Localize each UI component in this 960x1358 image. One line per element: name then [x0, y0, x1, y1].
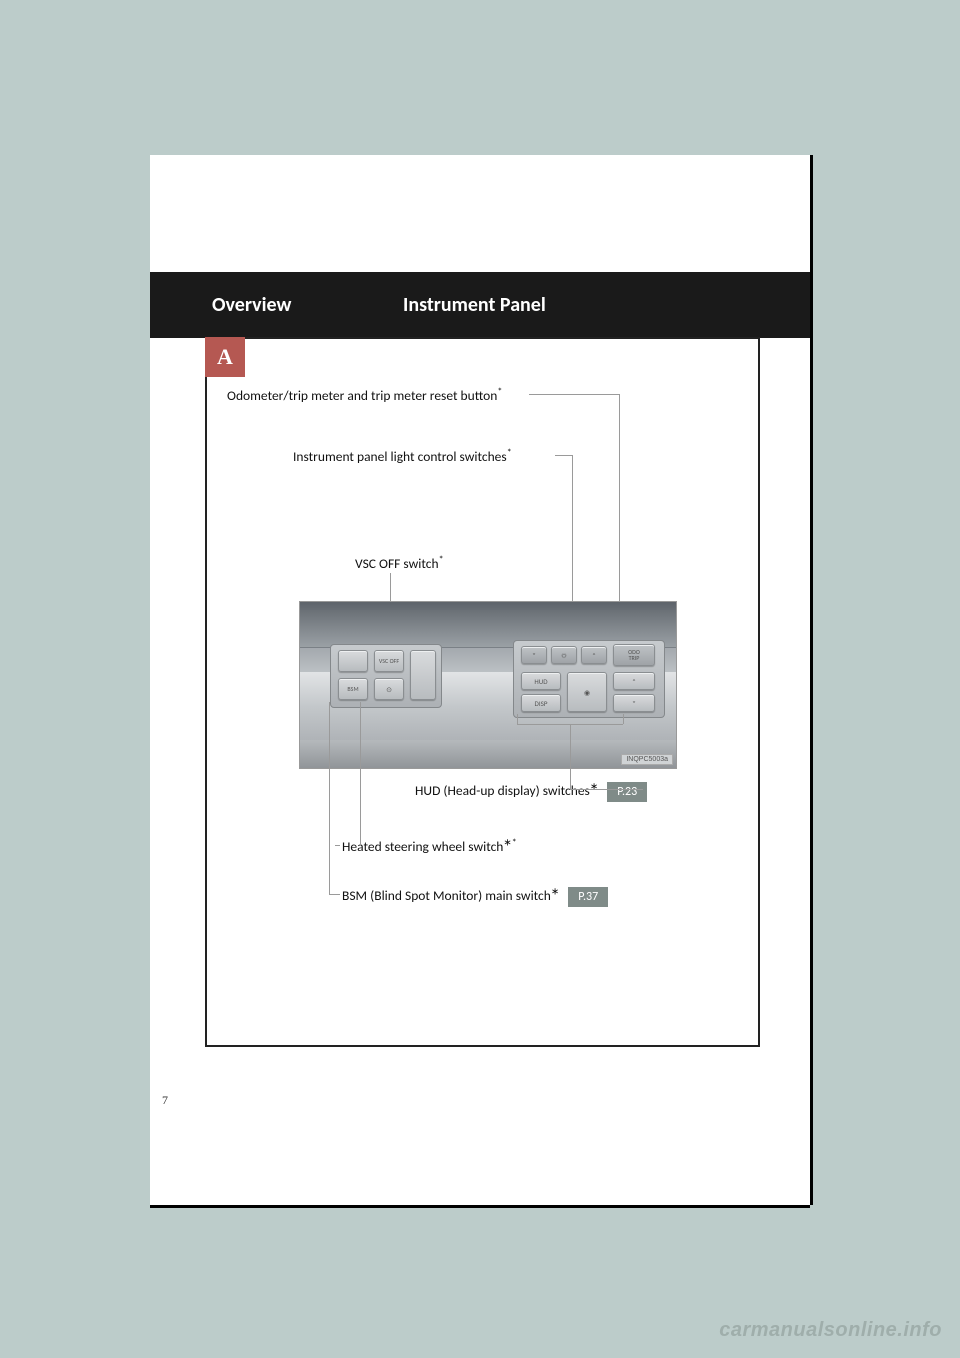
nav-pad: ◉ — [567, 672, 607, 712]
hud-down-switch: ˅ — [613, 694, 655, 712]
page-number: 7 — [162, 1093, 168, 1108]
image-code: INQPC5003a — [621, 754, 673, 765]
brightness-down-switch: ˅ — [521, 646, 547, 664]
callout-hud: HUD (Head-up display) switches∗ P.23 — [415, 782, 647, 802]
leader-line — [517, 714, 518, 724]
brightness-icon: ☼ — [551, 646, 577, 664]
vsc-off-switch: VSC OFF — [374, 650, 404, 672]
footnote-mark: ∗ — [590, 780, 598, 793]
footnote-mark: * — [439, 553, 444, 566]
leader-line — [517, 724, 623, 725]
panel-photo: VSC OFF BSM ⊙ ˅ ☼ ˄ ODO TRIP HUD DISP ◉ … — [299, 601, 677, 769]
leader-line — [555, 455, 572, 456]
section-title: Instrument Panel — [365, 293, 546, 317]
leader-line — [529, 394, 619, 395]
callout-odometer: Odometer/trip meter and trip meter reset… — [227, 387, 502, 404]
callout-vsc-text: VSC OFF switch — [355, 555, 439, 572]
leader-line — [360, 702, 361, 845]
footnote-mark: * — [497, 385, 502, 398]
callout-odometer-text: Odometer/trip meter and trip meter reset… — [227, 387, 497, 404]
diagram-frame: A Odometer/trip meter and trip meter res… — [205, 337, 760, 1047]
callout-heated-wheel-text: Heated steering wheel switch — [342, 838, 503, 855]
watermark: carmanualsonline.info — [719, 1319, 942, 1342]
manual-page: Overview Instrument Panel A Odometer/tri… — [150, 155, 810, 1205]
footnote-mark: ∗ — [551, 885, 559, 898]
callout-heated-wheel: Heated steering wheel switch∗* — [342, 838, 517, 855]
blank-tall-switch — [410, 650, 436, 700]
footnote-mark: ∗* — [503, 836, 516, 849]
bsm-switch: BSM — [338, 678, 368, 700]
leader-line — [335, 845, 340, 846]
callout-bsm: BSM (Blind Spot Monitor) main switch∗ P.… — [342, 887, 608, 907]
callout-vsc: VSC OFF switch* — [355, 555, 444, 572]
hud-label: HUD — [534, 678, 547, 685]
heated-wheel-switch: ⊙ — [374, 678, 404, 700]
hud-switch: HUD — [521, 672, 561, 690]
page-header: Overview Instrument Panel — [150, 272, 810, 338]
diagram-letter-badge: A — [205, 337, 245, 377]
footnote-mark: * — [507, 446, 512, 459]
hud-up-switch: ˄ — [613, 672, 655, 690]
photo-edge — [300, 740, 676, 769]
blank-switch — [338, 650, 368, 672]
disp-switch: DISP — [521, 694, 561, 712]
odo-trip-label: ODO TRIP — [628, 649, 640, 661]
leader-line — [623, 714, 624, 724]
page-ref-hud: P.23 — [607, 782, 647, 802]
odo-trip-switch: ODO TRIP — [613, 644, 655, 666]
brightness-up-switch: ˄ — [581, 646, 607, 664]
leader-line — [570, 789, 643, 790]
callout-light-control: Instrument panel light control switches* — [293, 448, 512, 465]
page-ref-bsm: P.37 — [568, 887, 608, 907]
leader-line — [329, 894, 340, 895]
callout-hud-text: HUD (Head-up display) switches — [415, 782, 590, 799]
vsc-off-label: VSC OFF — [379, 658, 399, 664]
overview-label: Overview — [150, 293, 365, 317]
leader-line — [329, 702, 330, 894]
leader-line — [570, 724, 571, 789]
bsm-label: BSM — [347, 686, 358, 692]
callout-light-control-text: Instrument panel light control switches — [293, 448, 507, 465]
disp-label: DISP — [535, 700, 548, 707]
callout-bsm-text: BSM (Blind Spot Monitor) main switch — [342, 887, 551, 904]
